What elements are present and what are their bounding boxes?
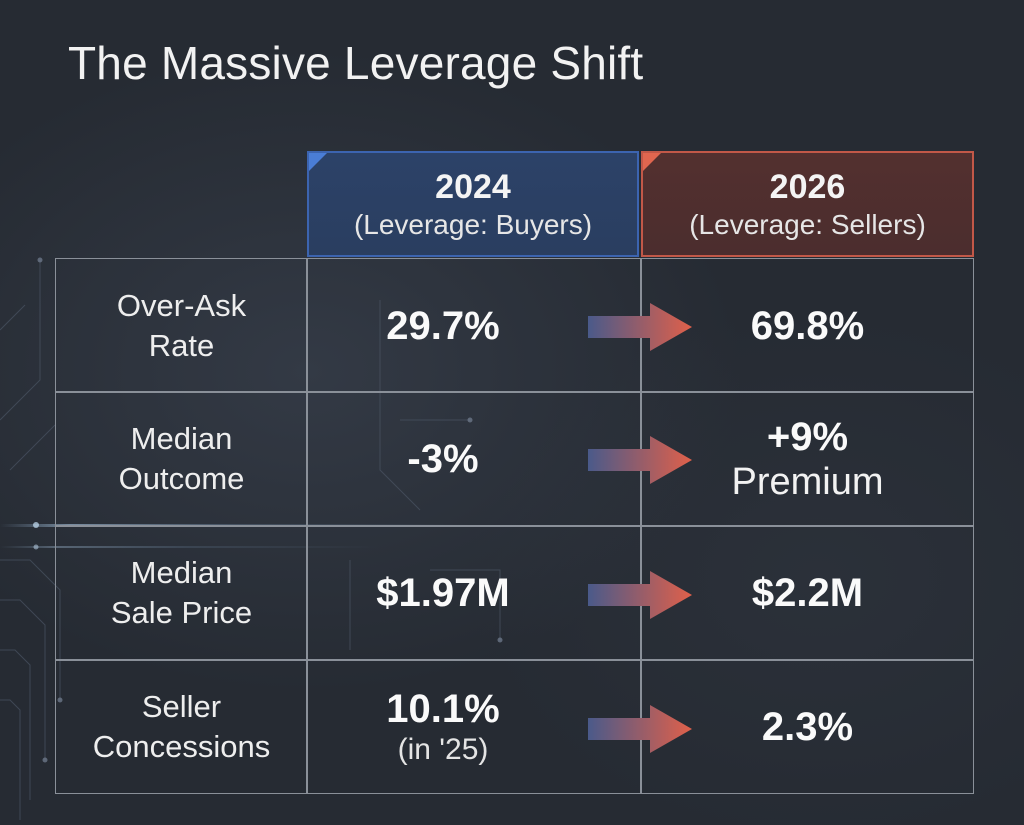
value-2024-seller-concessions: 10.1% (in '25) — [308, 661, 578, 793]
value-text: $2.2M — [751, 571, 864, 615]
label-line: Outcome — [118, 461, 245, 496]
label-line: Median — [130, 555, 233, 590]
column-subtitle: (Leverage: Sellers) — [689, 209, 926, 240]
arrow-right-icon — [588, 705, 692, 753]
value-note: (in '25) — [397, 733, 489, 766]
column-subtitle: (Leverage: Buyers) — [353, 209, 593, 240]
label-line: Seller — [141, 689, 222, 724]
table-divider — [55, 391, 974, 393]
value-note: Premium — [731, 461, 884, 503]
value-text: 2.3% — [761, 705, 854, 749]
value-text: 69.8% — [750, 303, 865, 348]
value-text: -3% — [407, 437, 479, 481]
corner-accent — [643, 153, 663, 173]
value-2026-over-ask-rate: 69.8% — [642, 260, 973, 391]
label-line: Sale Price — [110, 595, 253, 630]
value-text: +9% — [766, 415, 849, 459]
table-divider — [55, 659, 974, 661]
row-label-seller-concessions: Seller Concessions — [57, 661, 306, 793]
column-header-2026: 2026 (Leverage: Sellers) — [641, 151, 974, 257]
value-2026-median-outcome: +9% Premium — [642, 393, 973, 525]
value-2024-median-outcome: -3% — [308, 393, 578, 525]
value-text: 10.1% — [386, 687, 500, 731]
column-header-2024: 2024 (Leverage: Buyers) — [307, 151, 639, 257]
table-divider — [55, 525, 974, 527]
value-2024-over-ask-rate: 29.7% — [308, 260, 578, 391]
corner-accent — [309, 153, 329, 173]
arrow-right-icon — [588, 436, 692, 484]
page-title: The Massive Leverage Shift — [68, 37, 644, 89]
value-2024-median-sale-price: $1.97M — [308, 527, 578, 659]
row-label-over-ask-rate: Over-Ask Rate — [57, 260, 306, 391]
row-label-median-sale-price: Median Sale Price — [57, 527, 306, 659]
value-text: 29.7% — [386, 303, 500, 348]
column-year: 2024 — [435, 168, 511, 206]
arrow-right-icon — [588, 571, 692, 619]
label-line: Concessions — [92, 729, 271, 764]
column-year: 2026 — [769, 168, 846, 206]
label-line: Median — [130, 421, 233, 456]
value-2026-median-sale-price: $2.2M — [642, 527, 973, 659]
value-text: $1.97M — [376, 571, 510, 615]
label-line: Rate — [148, 327, 215, 363]
value-2026-seller-concessions: 2.3% — [642, 661, 973, 793]
arrow-right-icon — [588, 303, 692, 351]
label-line: Over-Ask — [116, 287, 247, 323]
row-label-median-outcome: Median Outcome — [57, 393, 306, 525]
